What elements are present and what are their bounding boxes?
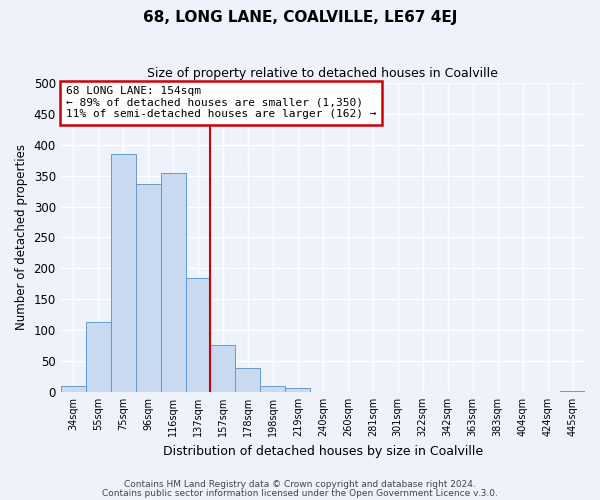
Title: Size of property relative to detached houses in Coalville: Size of property relative to detached ho… [148, 68, 498, 80]
Bar [560, 390, 585, 392]
Bar [136, 184, 161, 392]
Text: Contains HM Land Registry data © Crown copyright and database right 2024.: Contains HM Land Registry data © Crown c… [124, 480, 476, 489]
Text: 68 LONG LANE: 154sqm
← 89% of detached houses are smaller (1,350)
11% of semi-de: 68 LONG LANE: 154sqm ← 89% of detached h… [66, 86, 376, 120]
Bar [286, 388, 310, 392]
Bar [61, 386, 86, 392]
Bar [185, 278, 211, 392]
Text: 68, LONG LANE, COALVILLE, LE67 4EJ: 68, LONG LANE, COALVILLE, LE67 4EJ [143, 10, 457, 25]
Text: Contains public sector information licensed under the Open Government Licence v.: Contains public sector information licen… [102, 488, 498, 498]
Bar [86, 322, 110, 392]
Bar [110, 154, 136, 392]
Bar [211, 345, 235, 392]
Bar [161, 173, 185, 392]
Y-axis label: Number of detached properties: Number of detached properties [15, 144, 28, 330]
X-axis label: Distribution of detached houses by size in Coalville: Distribution of detached houses by size … [163, 444, 483, 458]
Bar [235, 368, 260, 392]
Bar [260, 386, 286, 392]
